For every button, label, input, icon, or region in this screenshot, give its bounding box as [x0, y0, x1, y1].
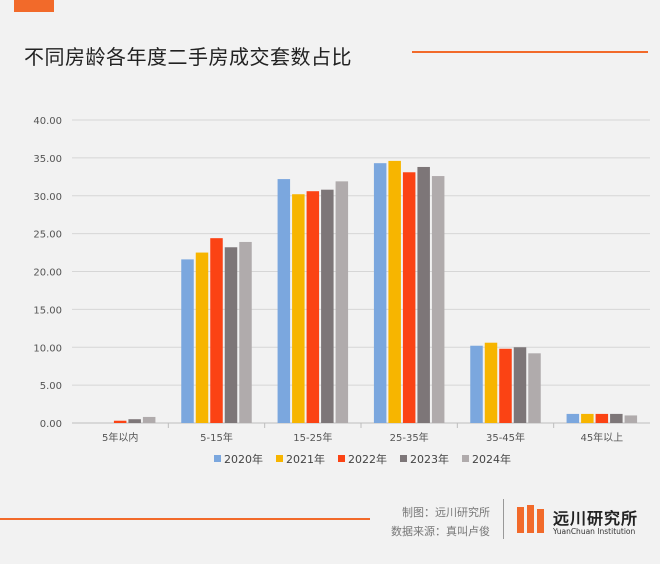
title-rule	[412, 51, 648, 53]
legend-swatch	[462, 455, 469, 462]
bar-2021年	[195, 252, 209, 423]
legend-swatch	[214, 455, 221, 462]
legend-label: 2023年	[410, 452, 449, 466]
bar-chart: 0.00 5.00 10.00 15.00 20.00 25.00 30.00 35.00 40…	[33, 116, 650, 466]
bar-2022年	[595, 413, 609, 423]
credits: 制图：远川研究所 数据来源：真叫卢俊	[391, 503, 490, 541]
x-tick-label: 45年以上	[580, 431, 623, 444]
legend-swatch	[276, 455, 283, 462]
bar-2024年	[528, 353, 541, 423]
legend-label: 2024年	[472, 452, 511, 466]
y-tick-label: 35.00	[33, 154, 62, 165]
bottom-rule	[0, 518, 370, 520]
bar-2021年	[484, 342, 498, 423]
bar-2023年	[321, 189, 334, 423]
divider	[503, 499, 504, 539]
legend-swatch	[400, 455, 407, 462]
bar-2020年	[181, 259, 194, 423]
bar-2021年	[388, 160, 401, 423]
y-tick-label: 30.00	[33, 192, 62, 203]
x-tick-label: 35-45年	[486, 431, 525, 444]
bar-2021年	[292, 194, 305, 423]
legend-label: 2022年	[348, 452, 387, 466]
y-tick-label: 40.00	[33, 116, 62, 127]
credit-maker: 制图：远川研究所	[402, 506, 490, 519]
legend-label: 2020年	[224, 452, 263, 466]
y-tick-label: 0.00	[40, 419, 62, 430]
logo-name-cn: 远川研究所	[553, 509, 639, 528]
bar-2020年	[373, 163, 387, 424]
y-tick-label: 25.00	[33, 230, 62, 241]
y-tick-label: 10.00	[33, 343, 62, 354]
credit-source: 数据来源：真叫卢俊	[391, 525, 490, 538]
bar-2024年	[624, 415, 638, 423]
logo-mark-icon	[517, 505, 544, 533]
bar-2024年	[142, 416, 156, 423]
bar-2022年	[210, 238, 223, 423]
y-tick-label: 20.00	[33, 268, 62, 279]
logo-name-en: YuanChuan Institution	[553, 527, 636, 536]
bar-2023年	[224, 247, 238, 423]
bar-2023年	[610, 413, 623, 423]
bar-2020年	[566, 413, 580, 423]
x-tick-label: 25-35年	[390, 431, 429, 444]
legend-label: 2021年	[286, 452, 325, 466]
bar-2024年	[239, 241, 252, 423]
x-tick-label: 5-15年	[200, 431, 233, 444]
bar-2024年	[335, 181, 349, 423]
bar-2022年	[306, 191, 320, 423]
x-tick-label: 15-25年	[293, 431, 332, 444]
accent-tab	[14, 0, 54, 12]
bar-2023年	[417, 166, 430, 423]
y-tick-label: 15.00	[33, 305, 62, 316]
bar-2022年	[499, 348, 512, 423]
bar-2024年	[431, 176, 445, 423]
bar-2020年	[470, 345, 483, 423]
y-tick-label: 5.00	[40, 381, 62, 392]
bar-2020年	[277, 179, 291, 423]
chart-title: 不同房龄各年度二手房成交套数占比	[24, 45, 352, 69]
bar-2021年	[581, 413, 594, 423]
bar-2022年	[113, 420, 127, 423]
x-tick-label: 5年以内	[102, 431, 138, 444]
bar-2022年	[402, 172, 416, 423]
bar-2023年	[513, 347, 527, 423]
legend-swatch	[338, 455, 345, 462]
bar-2023年	[128, 419, 141, 423]
